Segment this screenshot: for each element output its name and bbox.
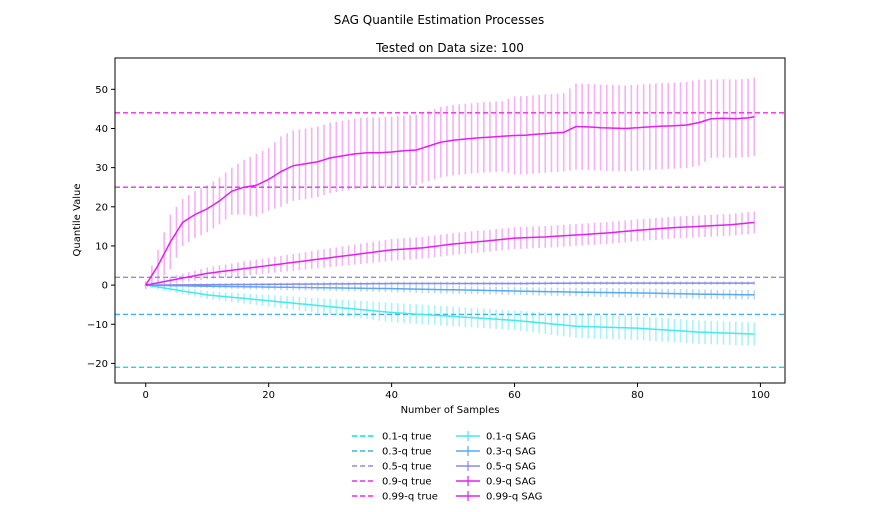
legend-label: 0.1-q SAG xyxy=(486,432,536,443)
y-tick-label: −20 xyxy=(87,359,108,370)
x-tick-label: 0 xyxy=(143,390,149,401)
chart-suptitle: SAG Quantile Estimation Processes xyxy=(334,13,544,27)
legend-label: 0.9-q true xyxy=(382,477,432,488)
sag-line-0-9-q-sag xyxy=(145,221,755,286)
y-tick-label: 40 xyxy=(95,124,108,135)
plot-area xyxy=(115,77,785,369)
plot-frame xyxy=(114,57,786,384)
legend: 0.1-q true 0.3-q true 0.5-q true 0.9-q true… xyxy=(352,431,542,503)
x-tick-label: 20 xyxy=(262,390,275,401)
sag-line-0-3-q-sag xyxy=(145,284,755,296)
legend-label: 0.99-q true xyxy=(382,492,438,503)
y-tick-label: −10 xyxy=(87,320,108,331)
y-tick-label: 20 xyxy=(95,202,108,213)
sag-line-0-5-q-sag xyxy=(145,282,755,286)
sag-line-0-1-q-sag xyxy=(145,284,755,335)
x-tick-label: 60 xyxy=(508,390,521,401)
legend-label: 0.5-q SAG xyxy=(486,462,536,473)
legend-label: 0.99-q SAG xyxy=(486,492,542,503)
y-tick-label: 30 xyxy=(95,163,108,174)
y-axis-label: Quantile Value xyxy=(72,184,83,257)
y-tick-label: 50 xyxy=(95,85,108,96)
legend-label: 0.1-q true xyxy=(382,432,432,443)
x-tick-label: 100 xyxy=(751,390,770,401)
x-axis-label: Number of Samples xyxy=(401,405,500,416)
y-tick-label: 0 xyxy=(102,281,108,292)
errorbars-0-99-q-sag xyxy=(144,77,756,290)
axis-ticks: 0 20 40 60 80 100 −20 −10 0 10 20 30 40 50 xyxy=(87,85,770,401)
errorbars-0-9-q-sag xyxy=(144,211,756,288)
legend-label: 0.3-q SAG xyxy=(486,447,536,458)
x-tick-label: 40 xyxy=(385,390,398,401)
y-tick-label: 10 xyxy=(95,241,108,252)
chart-title: Tested on Data size: 100 xyxy=(375,41,524,55)
x-tick-label: 80 xyxy=(631,390,644,401)
sag-line-0-99-q-sag xyxy=(145,115,755,286)
legend-label: 0.3-q true xyxy=(382,447,432,458)
legend-label: 0.5-q true xyxy=(382,462,432,473)
legend-label: 0.9-q SAG xyxy=(486,477,536,488)
